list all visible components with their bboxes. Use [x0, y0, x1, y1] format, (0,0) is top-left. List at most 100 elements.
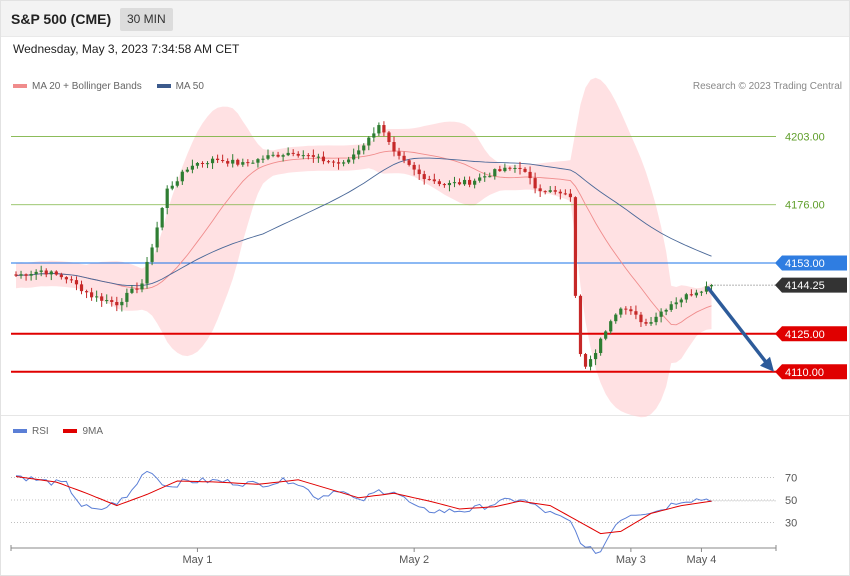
- candle: [95, 290, 99, 302]
- candle: [462, 176, 467, 186]
- candle-body: [599, 338, 603, 354]
- candle: [704, 281, 709, 295]
- candle-body: [221, 160, 225, 162]
- candle-body: [326, 161, 331, 163]
- candle: [90, 287, 94, 301]
- level-text: 4110.00: [785, 367, 824, 379]
- candle: [100, 293, 104, 307]
- candle: [216, 154, 220, 163]
- candle-body: [488, 176, 492, 178]
- candle-body: [90, 292, 94, 298]
- candle: [226, 158, 230, 167]
- price-level-label: 4144.25: [775, 277, 847, 293]
- candle: [543, 190, 547, 195]
- candle: [64, 276, 68, 284]
- candle-body: [190, 165, 194, 170]
- rsi-level-label: 30: [785, 517, 797, 529]
- candle-body: [336, 162, 341, 164]
- candle-body: [432, 179, 436, 182]
- candle-body: [34, 271, 38, 274]
- candle: [44, 268, 48, 278]
- candle-body: [205, 163, 210, 165]
- candle-body: [251, 162, 255, 164]
- candle: [271, 151, 275, 158]
- candle-body: [644, 322, 648, 324]
- candle: [674, 297, 678, 309]
- candle-body: [422, 174, 426, 180]
- candle: [669, 301, 673, 312]
- candle: [483, 172, 487, 182]
- candle-body: [558, 191, 562, 194]
- candle: [639, 311, 643, 327]
- candle-body: [29, 273, 33, 276]
- legend-rsi: RSI: [13, 426, 49, 437]
- candle-body: [14, 274, 18, 276]
- candle-body: [427, 179, 431, 181]
- candle-body: [473, 180, 477, 185]
- candle: [523, 167, 527, 173]
- candle-body: [609, 321, 613, 332]
- candle: [694, 289, 698, 298]
- candle-body: [110, 300, 114, 302]
- price-level-label: 4203.00: [785, 131, 825, 143]
- candle: [347, 156, 351, 165]
- price-level-label: 4176.00: [785, 200, 825, 212]
- candle: [281, 153, 285, 162]
- x-axis-date-label: May 4: [686, 554, 716, 566]
- candle-body: [231, 159, 235, 164]
- candle: [442, 183, 446, 188]
- candle: [84, 289, 89, 299]
- candle: [387, 130, 391, 145]
- candle-body: [69, 279, 74, 281]
- rsi-ma-swatch: [63, 429, 78, 434]
- candle: [14, 271, 18, 278]
- candle-body: [649, 322, 653, 324]
- candle-body: [694, 292, 698, 296]
- candle-body: [518, 167, 522, 169]
- candle: [553, 185, 557, 195]
- candle-body: [513, 167, 517, 169]
- ma20-swatch: [13, 84, 27, 89]
- candle: [49, 270, 53, 281]
- candle: [634, 305, 638, 320]
- candle: [558, 189, 562, 200]
- candle: [392, 136, 396, 157]
- candle: [29, 270, 33, 281]
- candle-body: [342, 162, 346, 164]
- candle-body: [246, 162, 250, 164]
- candle: [125, 288, 129, 308]
- candle-body: [709, 285, 714, 287]
- candle-body: [195, 162, 200, 166]
- instrument-title: S&P 500 (CME): [11, 11, 112, 27]
- candle: [427, 175, 431, 181]
- forecast-arrow-shaft: [706, 286, 770, 366]
- bollinger-band: [16, 77, 712, 418]
- candle: [583, 352, 588, 369]
- candle: [231, 154, 235, 168]
- candle: [457, 178, 462, 186]
- rsi-legend: RSI 9MA: [13, 426, 115, 437]
- candle: [432, 173, 436, 184]
- forecast-arrow-head: [760, 356, 774, 372]
- candle-body: [407, 160, 411, 165]
- candle-body: [120, 301, 124, 306]
- candle: [382, 121, 386, 137]
- candle-body: [140, 283, 144, 290]
- timeframe-badge[interactable]: 30 MIN: [120, 8, 173, 31]
- candle-body: [296, 153, 300, 156]
- candle-body: [614, 314, 618, 322]
- candle: [205, 161, 210, 169]
- candle-body: [392, 142, 396, 152]
- legend-rsi-ma: 9MA: [63, 426, 103, 437]
- candle-body: [578, 295, 583, 355]
- candle: [422, 170, 426, 185]
- candle: [407, 158, 411, 167]
- candle: [538, 184, 542, 197]
- candle-body: [352, 154, 356, 160]
- candle: [357, 145, 361, 160]
- candle-body: [266, 155, 270, 159]
- candle: [54, 270, 58, 276]
- candle: [594, 349, 598, 366]
- candle-body: [276, 154, 280, 157]
